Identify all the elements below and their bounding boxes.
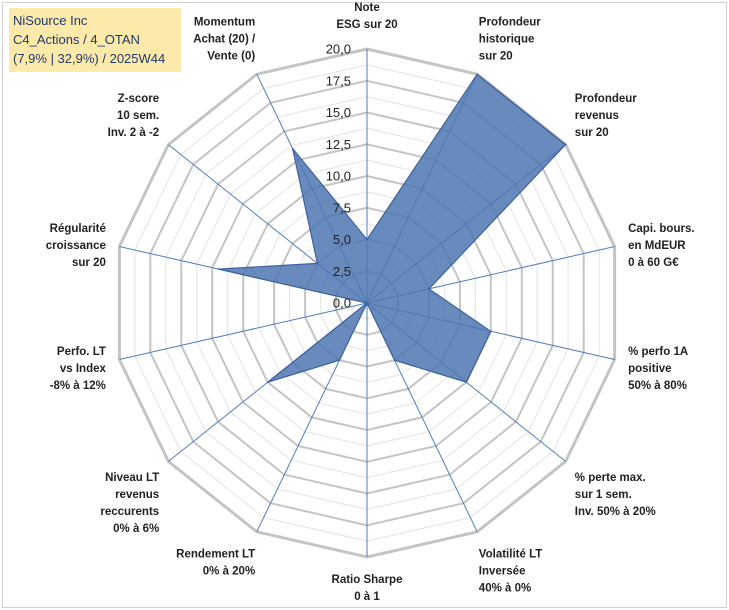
tick-labels: 0,0 2,5 5,0 7,5 10,0 12,5 15,0 17,5 20,0 — [326, 42, 351, 311]
tick-label: 12,5 — [326, 137, 351, 152]
data-point — [476, 73, 479, 75]
data-point — [393, 359, 396, 362]
data-point — [564, 143, 567, 146]
data-point — [366, 302, 368, 304]
data-point — [338, 359, 341, 362]
data-point — [291, 147, 294, 150]
tick-label: 7,5 — [333, 200, 351, 215]
tick-label: 2,5 — [333, 264, 351, 279]
data-point — [428, 288, 430, 290]
data-point — [490, 330, 492, 333]
tick-label: 20,0 — [326, 42, 351, 57]
axis-spoke — [119, 302, 368, 360]
axis-label: Volatilité LT Inversée 40% à 0% — [479, 549, 542, 595]
tick-label: 5,0 — [333, 232, 351, 247]
data-point — [217, 268, 220, 270]
axis-label: Perfo. LT vs Index -8% à 12% — [50, 346, 107, 392]
data-point — [316, 262, 319, 265]
axis-label: Capi. bours. en MdEUR 0 à 60 G€ — [628, 223, 694, 269]
axis-label: Profondeur historique sur 20 — [479, 16, 541, 62]
axis-label: Note ESG sur 20 — [336, 2, 397, 31]
axis-label: Rendement LT 0% à 20% — [176, 549, 255, 578]
tick-label: 17,5 — [326, 73, 351, 88]
data-point — [366, 238, 368, 241]
axis-label: Régularité croissance sur 20 — [46, 223, 106, 269]
chart-title-box: NiSource Inc C4_Actions / 4_OTAN (7,9% |… — [9, 8, 181, 72]
tick-label: 15,0 — [326, 105, 351, 120]
period-info: (7,9% | 32,9%) / 2025W44 — [13, 51, 166, 66]
tick-label: 10,0 — [326, 169, 351, 184]
tick-label: 0,0 — [333, 296, 351, 311]
axis-labels: Note ESG sur 20 Profondeur historique sur 20… — [46, 2, 695, 603]
axis-label: Ratio Sharpe 0 à 1 — [332, 574, 403, 603]
axis-label: Momentum Achat (20) / Vente (0) — [193, 16, 256, 62]
data-point — [465, 381, 468, 384]
axis-label: % perfo 1A positive 50% à 80% — [628, 346, 688, 392]
series-layer — [217, 73, 567, 384]
axis-label: % perte max. sur 1 sem. Inv. 50% à 20% — [575, 472, 656, 518]
axis-label: Niveau LT revenus reccurents 0% à 6% — [100, 472, 159, 535]
axis-label: Z-score 10 sem. Inv. 2 à -2 — [108, 93, 160, 139]
portfolio-name: C4_Actions / 4_OTAN — [13, 32, 140, 47]
company-name: NiSource Inc — [13, 13, 88, 28]
axis-label: Profondeur revenus sur 20 — [575, 93, 637, 139]
data-point — [266, 381, 269, 384]
